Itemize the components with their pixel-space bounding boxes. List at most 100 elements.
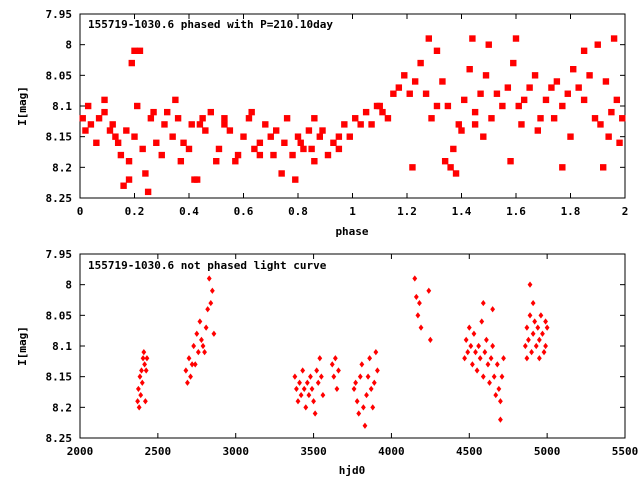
data-point — [493, 391, 499, 399]
data-point — [518, 121, 525, 128]
data-point — [499, 102, 506, 110]
data-points — [79, 35, 626, 196]
data-point — [510, 59, 517, 67]
data-point — [251, 145, 258, 153]
data-point — [317, 355, 323, 362]
data-point — [384, 115, 392, 122]
data-point — [530, 299, 536, 307]
data-point — [362, 422, 368, 429]
data-point — [186, 355, 192, 362]
data-point — [531, 72, 539, 79]
data-point — [332, 355, 338, 362]
data-point — [594, 41, 601, 48]
data-point — [298, 391, 304, 399]
data-point — [141, 349, 147, 356]
data-point — [413, 293, 419, 301]
data-point — [466, 66, 473, 73]
data-point — [311, 158, 318, 165]
y-tick-label: 8.25 — [46, 432, 73, 445]
data-point — [180, 139, 187, 146]
data-point — [417, 299, 422, 307]
data-point — [139, 145, 146, 153]
data-point — [480, 133, 487, 140]
data-point — [270, 151, 277, 159]
data-point — [450, 145, 457, 153]
data-point — [245, 115, 253, 122]
data-point — [95, 115, 103, 122]
data-point — [336, 367, 341, 374]
data-point — [619, 115, 626, 122]
data-point — [365, 373, 371, 380]
data-point — [488, 355, 494, 362]
data-point — [390, 90, 397, 97]
data-point — [469, 35, 476, 42]
data-point — [433, 102, 441, 110]
data-point — [493, 90, 501, 97]
data-point — [529, 349, 534, 356]
data-point — [142, 361, 148, 368]
data-point — [301, 385, 307, 393]
chart-title: 155719-1030.6 not phased light curve — [88, 259, 327, 272]
data-point — [248, 108, 255, 116]
data-point — [362, 108, 370, 116]
data-point — [87, 121, 95, 128]
data-point — [144, 188, 152, 196]
x-tick-label: 5500 — [612, 445, 639, 458]
data-point — [507, 158, 514, 165]
data-point — [535, 324, 541, 331]
data-point — [476, 342, 482, 350]
data-point — [143, 367, 149, 374]
data-point — [411, 78, 419, 85]
data-point — [144, 355, 150, 362]
y-axis-label: I[mag] — [16, 86, 29, 126]
data-point — [125, 158, 133, 165]
data-point — [559, 102, 566, 110]
data-point — [406, 90, 413, 97]
data-point — [375, 367, 380, 374]
data-point — [484, 336, 489, 343]
y-tick-label: 8.05 — [46, 69, 73, 82]
data-point — [537, 115, 544, 122]
data-point — [205, 306, 211, 313]
unphased-light-curve-chart: 2000 2500 3000 3500 4000 4500 5000 5500 7.95 8 8.0… — [16, 248, 638, 477]
data-point — [480, 373, 486, 380]
data-point — [318, 373, 324, 380]
data-point — [491, 373, 497, 380]
data-point — [580, 47, 588, 54]
data-point — [262, 121, 269, 128]
x-tick-label: 4500 — [456, 445, 483, 458]
data-point — [303, 404, 309, 411]
x-axis-label: hjd0 — [339, 464, 366, 477]
x-tick-label: 0.4 — [179, 205, 199, 218]
data-point — [135, 385, 141, 393]
data-point — [512, 35, 520, 42]
data-point — [312, 410, 318, 417]
data-point — [356, 410, 362, 417]
data-point — [359, 361, 365, 368]
data-point — [418, 324, 424, 331]
data-point — [300, 367, 306, 374]
data-point — [240, 133, 247, 140]
data-point — [447, 164, 454, 171]
data-point — [147, 115, 155, 122]
y-tick-label: 8.1 — [52, 340, 72, 353]
data-point — [354, 398, 360, 405]
data-point — [534, 127, 541, 134]
x-tick-label: 0 — [77, 205, 84, 218]
data-point — [401, 72, 408, 79]
data-point — [357, 121, 364, 128]
data-point — [213, 158, 220, 165]
data-point — [485, 361, 491, 368]
data-point — [292, 373, 298, 380]
x-tick-label: 0.8 — [288, 205, 308, 218]
data-point — [308, 145, 315, 153]
data-point — [315, 379, 321, 386]
data-point — [368, 121, 375, 128]
data-point — [494, 361, 500, 368]
x-tick-label: 5000 — [534, 445, 561, 458]
data-point — [334, 385, 340, 393]
data-point — [283, 115, 291, 122]
data-point — [471, 121, 479, 128]
data-point — [101, 108, 108, 116]
data-point — [84, 102, 92, 110]
